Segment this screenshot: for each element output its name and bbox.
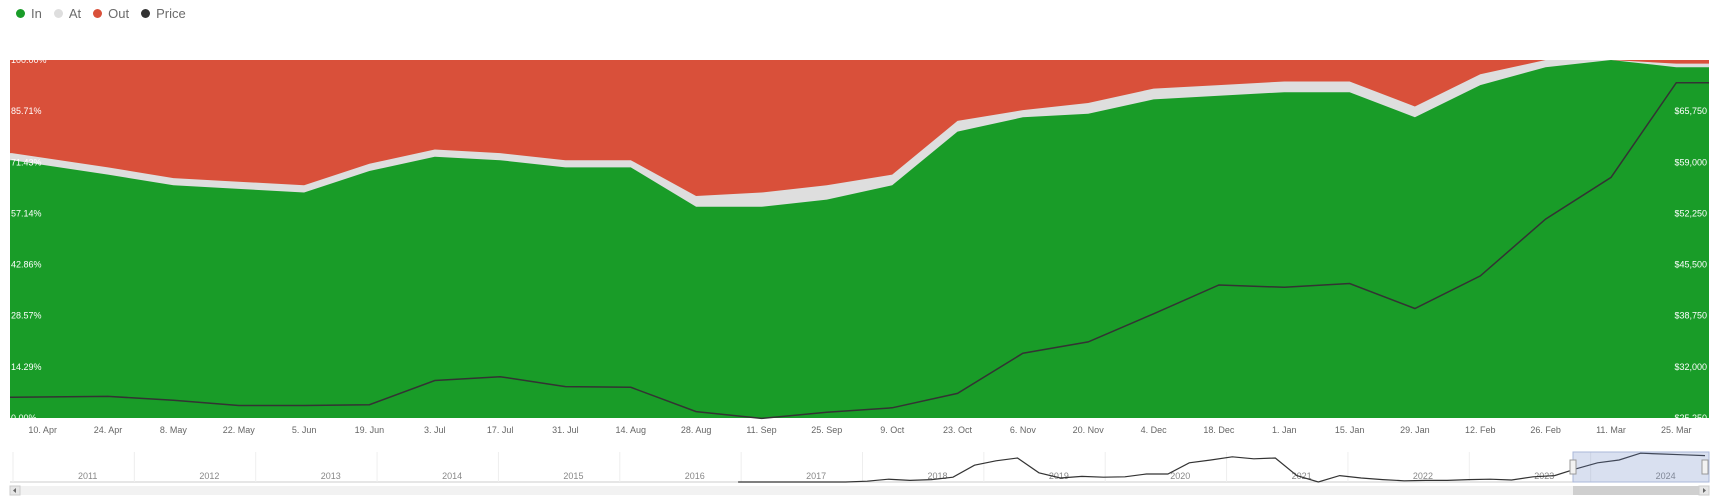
legend-dot-out-icon bbox=[93, 9, 103, 18]
x-axis-tick: 1. Jan bbox=[1272, 425, 1297, 435]
left-axis-tick: 71.43% bbox=[11, 157, 42, 167]
x-axis-tick: 11. Sep bbox=[746, 425, 776, 435]
x-axis-tick: 14. Aug bbox=[616, 425, 647, 435]
x-axis-tick: 20. Nov bbox=[1073, 425, 1105, 435]
x-axis-tick: 25. Mar bbox=[1661, 425, 1692, 435]
x-axis-tick: 28. Aug bbox=[681, 425, 712, 435]
navigator-year-label: 2018 bbox=[928, 471, 948, 481]
price-line bbox=[10, 81, 1709, 420]
x-axis-tick: 5. Jun bbox=[292, 425, 317, 435]
navigator-year-label: 2016 bbox=[685, 471, 705, 481]
x-axis-tick: 26. Feb bbox=[1530, 425, 1561, 435]
navigator-year-label: 2015 bbox=[563, 471, 583, 481]
navigator-year-label: 2020 bbox=[1170, 471, 1190, 481]
scroll-right-arrow-icon bbox=[1703, 488, 1706, 493]
x-axis-tick: 3. Jul bbox=[424, 425, 446, 435]
x-axis-tick: 23. Oct bbox=[943, 425, 973, 435]
x-axis-tick: 24. Apr bbox=[94, 425, 123, 435]
navigator-year-label: 2017 bbox=[806, 471, 826, 481]
scrollbar-track[interactable] bbox=[10, 486, 1709, 495]
navigator-year-label: 2011 bbox=[78, 471, 97, 481]
right-axis: $25,250 $32,000 $38,750 $45,500 $52,250 $59,0… bbox=[1674, 48, 1707, 423]
x-axis-tick: 22. May bbox=[223, 425, 256, 435]
navigator[interactable]: 2011 2012 2013 2014 2015 2016 2017 2018 2019 2020… bbox=[9, 451, 1710, 496]
x-axis-tick: 10. Apr bbox=[28, 425, 57, 435]
left-axis-tick: 57.14% bbox=[11, 208, 42, 218]
legend-dot-price-icon bbox=[141, 9, 151, 18]
navigator-year-label: 2022 bbox=[1413, 471, 1433, 481]
x-axis-tick: 4. Dec bbox=[1141, 425, 1168, 435]
x-axis-tick: 25. Sep bbox=[811, 425, 842, 435]
x-axis-tick: 11. Mar bbox=[1596, 425, 1626, 435]
legend-label-out: Out bbox=[108, 6, 130, 21]
legend-label-price: Price bbox=[156, 6, 186, 21]
right-axis-tick: $38,750 bbox=[1674, 311, 1707, 321]
x-axis: 10. Apr 24. Apr 8. May 22. May 5. Jun 19. Jun… bbox=[28, 425, 1691, 435]
navigator-year-label: 2012 bbox=[199, 471, 219, 481]
area-in bbox=[10, 60, 1709, 418]
legend-dot-at-icon bbox=[53, 9, 63, 18]
left-axis-tick: 42.86% bbox=[11, 260, 42, 270]
legend-item-at[interactable]: At bbox=[53, 6, 82, 21]
plot-area bbox=[10, 60, 1709, 420]
x-axis-tick: 29. Jan bbox=[1400, 425, 1430, 435]
navigator-year-label: 2019 bbox=[1049, 471, 1069, 481]
x-axis-tick: 6. Nov bbox=[1010, 425, 1037, 435]
x-axis-tick: 15. Jan bbox=[1335, 425, 1365, 435]
navigator-year-label: 2021 bbox=[1292, 471, 1312, 481]
legend-dot-in-icon bbox=[16, 9, 25, 18]
left-axis-tick: 0.00% bbox=[11, 413, 37, 423]
navigator-year-label: 2013 bbox=[321, 471, 341, 481]
scrollbar-thumb[interactable] bbox=[1573, 486, 1699, 495]
left-axis-tick: 14.29% bbox=[11, 362, 42, 372]
x-axis-tick: 17. Jul bbox=[487, 425, 514, 435]
left-axis: 0.00% 14.29% 28.57% 42.86% 57.14% 71.43% 85.71… bbox=[11, 55, 47, 423]
left-axis-tick: 85.71% bbox=[11, 106, 42, 116]
navigator-left-handle[interactable] bbox=[1569, 459, 1577, 475]
x-axis-tick: 19. Jun bbox=[355, 425, 385, 435]
x-axis-tick: 8. May bbox=[160, 425, 188, 435]
legend-label-at: At bbox=[68, 6, 82, 21]
navigator-price-line bbox=[738, 452, 1706, 483]
left-axis-tick: 28.57% bbox=[11, 311, 42, 321]
right-axis-tick: $45,500 bbox=[1674, 260, 1707, 270]
scroll-left-arrow-icon bbox=[13, 488, 16, 493]
right-axis-tick: $72,502 bbox=[1674, 48, 1707, 58]
left-axis-tick: 100.00% bbox=[11, 55, 47, 65]
x-axis-tick: 9. Oct bbox=[880, 425, 905, 435]
chart-legend: In At Out Price bbox=[16, 6, 186, 21]
navigator-year-label: 2014 bbox=[442, 471, 462, 481]
right-axis-tick: $32,000 bbox=[1674, 362, 1707, 372]
legend-item-out[interactable]: Out bbox=[93, 6, 129, 21]
navigator-right-handle[interactable] bbox=[1701, 459, 1709, 475]
x-axis-tick: 18. Dec bbox=[1203, 425, 1235, 435]
navigator-selection[interactable] bbox=[1572, 451, 1710, 483]
legend-label-in: In bbox=[31, 6, 42, 21]
right-axis-tick: $25,250 bbox=[1674, 413, 1707, 423]
navigator-year-label: 2024 bbox=[1656, 471, 1676, 481]
right-axis-tick: $59,000 bbox=[1674, 157, 1707, 167]
legend-item-in[interactable]: In bbox=[16, 6, 42, 21]
right-axis-tick: $65,750 bbox=[1674, 106, 1707, 116]
right-axis-tick: $52,250 bbox=[1674, 208, 1707, 218]
x-axis-tick: 12. Feb bbox=[1465, 425, 1496, 435]
legend-item-price[interactable]: Price bbox=[141, 6, 186, 21]
x-axis-tick: 31. Jul bbox=[552, 425, 579, 435]
